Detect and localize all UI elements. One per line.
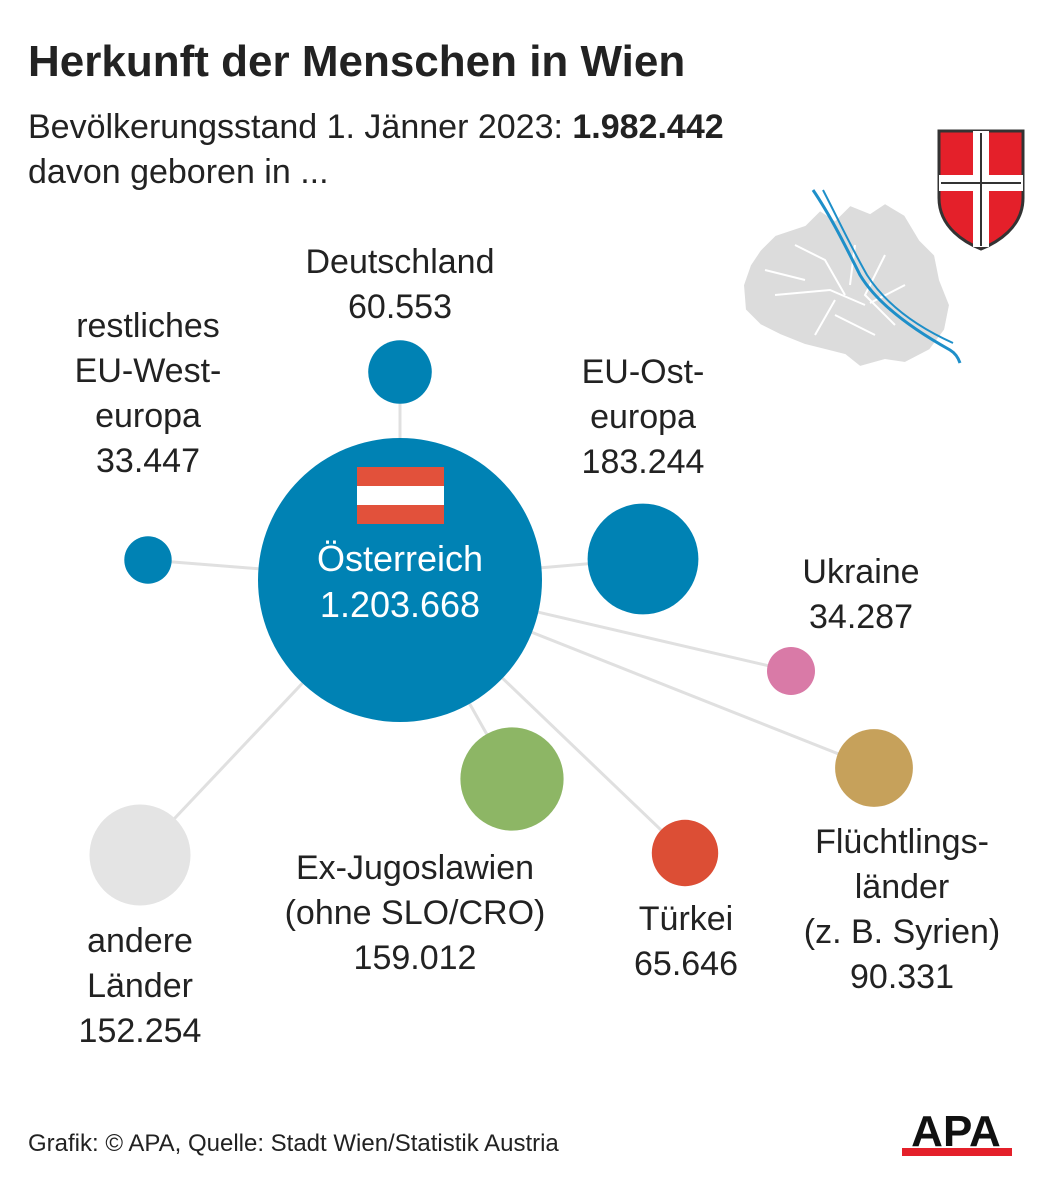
label-line: 159.012 xyxy=(354,939,477,977)
flag-stripe-middle xyxy=(357,486,444,505)
bubble-ukraine xyxy=(767,647,815,695)
vienna-coat-of-arms-icon xyxy=(937,129,1025,251)
label-line: 65.646 xyxy=(634,945,738,983)
bubble-labels: Deutschland 60.553 restliches EU-West-europ… xyxy=(75,243,1001,1050)
label-tuerkei: Türkei 65.646 xyxy=(634,900,738,983)
apa-logo-icon: APA xyxy=(902,1108,1012,1156)
bubble-deutschland xyxy=(368,340,432,404)
label-line: EU-West- xyxy=(75,352,222,390)
label-line: europa xyxy=(95,397,201,435)
label-line: Flüchtlings- xyxy=(815,823,989,861)
label-ex-jugoslawien: Ex-Jugoslawien (ohne SLO/CRO) 159.012 xyxy=(285,849,546,977)
population-total: 1.982.442 xyxy=(572,108,724,146)
bubble-ex-jugoslawien xyxy=(460,727,564,831)
label-line: 34.287 xyxy=(809,598,913,636)
source-credit: Grafik: © APA, Quelle: Stadt Wien/Statis… xyxy=(28,1130,559,1157)
label-line: EU-Ost- xyxy=(582,353,705,391)
label-line: andere xyxy=(87,922,193,960)
label-line: Länder xyxy=(87,967,193,1005)
bubble-oesterreich xyxy=(258,438,542,722)
flag-stripe-top xyxy=(357,467,444,486)
label-line: länder xyxy=(855,868,950,906)
label-ukraine: Ukraine 34.287 xyxy=(802,553,919,636)
bubble-tuerkei xyxy=(651,819,719,887)
label-line: europa xyxy=(590,398,696,436)
label-deutschland: Deutschland 60.553 xyxy=(305,243,494,326)
label-eu-ost: EU-Ost-europa 183.244 xyxy=(582,353,705,481)
apa-logo-text: APA xyxy=(911,1108,1001,1156)
label-oesterreich-name: Österreich xyxy=(317,538,483,579)
label-line: Ex-Jugoslawien xyxy=(296,849,534,887)
label-line: (ohne SLO/CRO) xyxy=(285,894,546,932)
label-line: Türkei xyxy=(639,900,733,938)
bubble-eu-west xyxy=(124,536,172,584)
bubble-andere xyxy=(89,804,191,906)
label-line: (z. B. Syrien) xyxy=(804,913,1000,951)
label-line: 90.331 xyxy=(850,958,954,996)
label-andere: andere Länder 152.254 xyxy=(79,922,202,1050)
subtitle-prefix: Bevölkerungsstand 1. Jänner 2023: xyxy=(28,108,573,146)
bubbles xyxy=(89,340,913,906)
chart-subtitle: Bevölkerungsstand 1. Jänner 2023: 1.982.… xyxy=(28,105,724,195)
label-line: 33.447 xyxy=(96,442,200,480)
label-line: 183.244 xyxy=(582,443,705,481)
vienna-map-icon xyxy=(741,189,962,369)
subtitle-line2: davon geboren in ... xyxy=(28,153,329,191)
label-oesterreich-value: 1.203.668 xyxy=(320,584,480,625)
chart-title: Herkunft der Menschen in Wien xyxy=(28,37,686,86)
label-line: Deutschland xyxy=(305,243,494,281)
bubble-fluechtlingslaender xyxy=(835,729,913,807)
austria-flag-icon xyxy=(357,467,444,524)
label-line: restliches xyxy=(76,307,220,345)
label-line: Ukraine xyxy=(802,553,919,591)
label-fluechtlingslaender: Flüchtlings-länder (z. B. Syrien) 90.331 xyxy=(804,823,1000,996)
flag-stripe-bottom xyxy=(357,505,444,524)
label-line: 60.553 xyxy=(348,288,452,326)
label-eu-west: restliches EU-West-europa 33.447 xyxy=(75,307,222,480)
bubble-eu-ost xyxy=(587,503,699,615)
label-line: 152.254 xyxy=(79,1012,202,1050)
